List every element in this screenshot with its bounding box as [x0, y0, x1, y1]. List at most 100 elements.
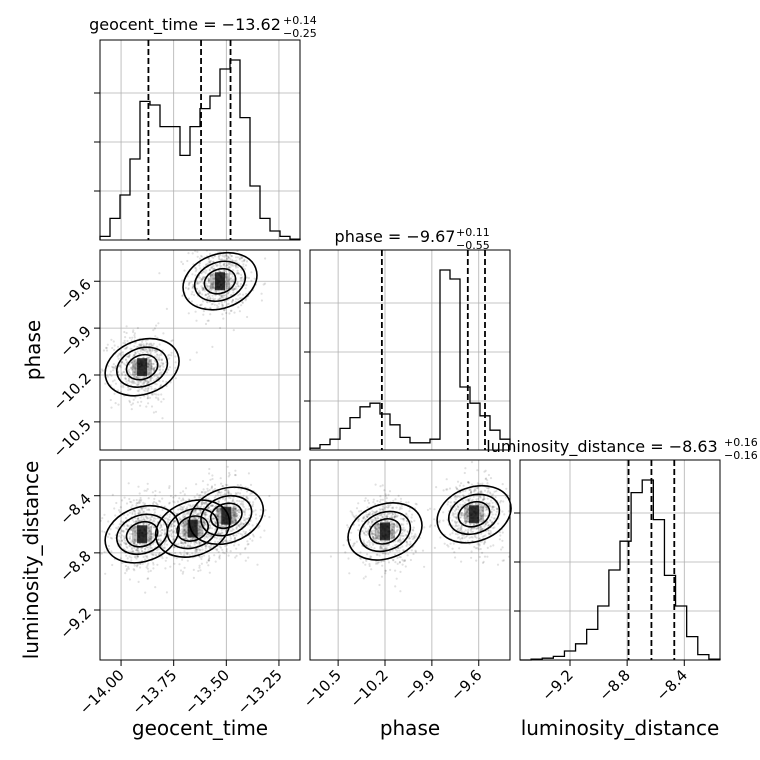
- sample-point: [236, 483, 239, 487]
- sample-point: [362, 532, 366, 535]
- sample-point: [136, 389, 139, 392]
- sample-point: [137, 517, 140, 520]
- sample-point: [211, 477, 214, 481]
- sample-point: [233, 536, 237, 539]
- sample-point: [230, 301, 234, 304]
- sample-point: [384, 569, 387, 572]
- sample-point: [154, 501, 157, 504]
- sample-point: [480, 491, 483, 494]
- sample-point: [232, 514, 235, 517]
- x-tick-label: −14.00: [76, 666, 128, 718]
- sample-point: [122, 384, 125, 387]
- sample-point: [181, 542, 184, 545]
- sample-point: [227, 255, 230, 258]
- sample-point: [229, 253, 232, 256]
- sample-point: [180, 508, 183, 511]
- sample-point: [196, 505, 199, 508]
- sample-point: [106, 343, 109, 346]
- sample-point: [380, 547, 383, 550]
- sample-point: [232, 528, 235, 531]
- sample-point: [125, 361, 128, 364]
- sample-point: [393, 522, 396, 526]
- sample-point: [240, 273, 243, 276]
- sample-point: [189, 504, 192, 507]
- sample-point: [362, 577, 365, 580]
- sample-point: [137, 382, 140, 385]
- sample-point: [479, 503, 482, 506]
- sample-point: [223, 552, 226, 555]
- sample-point: [160, 359, 163, 362]
- sample-point: [101, 369, 104, 372]
- sample-point: [209, 526, 212, 529]
- x-tick-label: −9.2: [538, 666, 576, 704]
- sample-point: [211, 286, 215, 289]
- sample-point: [217, 256, 220, 259]
- sample-point: [165, 591, 168, 594]
- sample-point: [227, 291, 230, 294]
- sample-point: [238, 500, 241, 503]
- y-tick-label: −10.5: [50, 416, 95, 461]
- sample-point: [464, 521, 467, 524]
- sample-point: [380, 513, 383, 516]
- sample-point: [238, 297, 242, 300]
- sample-point: [229, 496, 232, 500]
- sample-point: [379, 546, 382, 550]
- sample-point: [196, 513, 199, 516]
- sample-point: [150, 535, 153, 538]
- sample-point: [111, 365, 114, 368]
- sample-point: [199, 541, 202, 544]
- sample-point: [366, 553, 369, 556]
- sample-point: [253, 277, 256, 280]
- sample-point: [246, 497, 250, 500]
- sample-point: [394, 514, 397, 517]
- sample-point: [205, 535, 208, 539]
- sample-point: [166, 517, 170, 521]
- sample-point: [494, 496, 497, 499]
- sample-point: [123, 536, 126, 540]
- sample-point: [214, 487, 217, 491]
- sample-point: [209, 535, 212, 538]
- sample-point: [123, 330, 126, 334]
- sample-point: [224, 276, 227, 279]
- sample-point: [235, 526, 238, 530]
- sample-point: [221, 303, 224, 306]
- sample-point: [203, 491, 206, 494]
- sample-point: [199, 569, 202, 572]
- sample-point: [389, 504, 392, 507]
- sample-point: [154, 517, 157, 520]
- sample-point: [217, 512, 220, 516]
- sample-point: [384, 494, 387, 497]
- sample-point: [208, 288, 211, 291]
- sample-point: [128, 368, 131, 371]
- sample-point: [190, 280, 193, 283]
- sample-point: [224, 492, 227, 495]
- sample-point: [207, 554, 211, 558]
- sample-point: [235, 514, 238, 517]
- sample-point: [476, 491, 480, 494]
- sample-point: [457, 527, 460, 530]
- sample-point: [149, 529, 152, 532]
- sample-point: [511, 536, 513, 538]
- sample-point: [133, 360, 136, 364]
- sample-point: [207, 295, 210, 298]
- sample-point: [195, 287, 199, 290]
- sample-point: [207, 506, 210, 509]
- sample-point: [151, 502, 155, 505]
- sample-point: [160, 525, 163, 528]
- sample-point: [454, 516, 457, 519]
- sample-point: [259, 536, 262, 539]
- sample-point: [118, 352, 121, 355]
- sample-point: [174, 355, 177, 358]
- sample-point: [138, 498, 141, 502]
- sample-point: [181, 530, 184, 533]
- sample-point: [212, 268, 215, 271]
- sample-point: [125, 325, 128, 328]
- sample-point: [379, 513, 382, 516]
- sample-point: [212, 297, 215, 300]
- sample-point: [482, 497, 485, 500]
- sample-point: [385, 514, 389, 517]
- sample-point: [208, 269, 211, 272]
- sample-point: [409, 558, 412, 562]
- sample-point: [139, 512, 142, 515]
- sample-point: [217, 516, 220, 519]
